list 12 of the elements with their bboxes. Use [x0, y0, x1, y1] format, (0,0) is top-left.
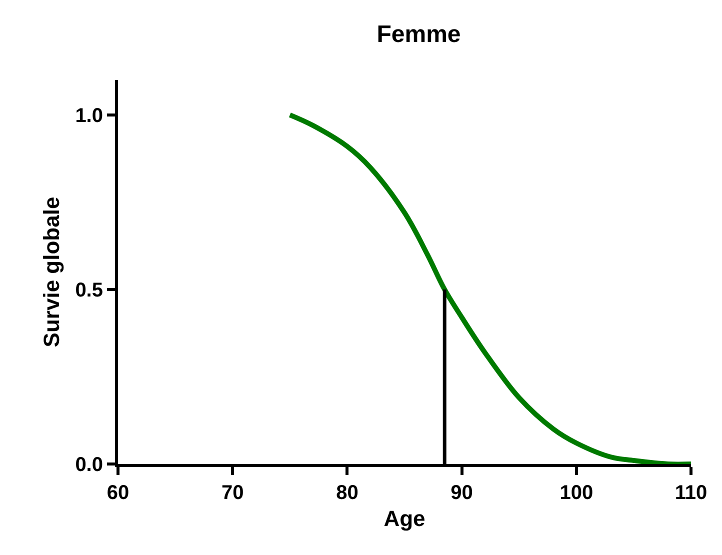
y-tick-label: 0.5 — [75, 279, 103, 302]
x-tick-label: 80 — [336, 482, 358, 504]
y-axis-title: Survie globale — [38, 196, 64, 348]
y-tick-label: 0.0 — [75, 454, 103, 476]
chart-title: Femme — [376, 20, 461, 48]
x-tick-label: 110 — [674, 482, 708, 504]
x-tick-label: 70 — [221, 482, 244, 504]
x-axis-title: Age — [384, 506, 426, 531]
y-tick-label: 1.0 — [75, 104, 103, 127]
x-tick-label: 60 — [106, 482, 130, 504]
x-tick-label: 100 — [560, 482, 594, 504]
x-tick-label: 90 — [450, 482, 473, 504]
